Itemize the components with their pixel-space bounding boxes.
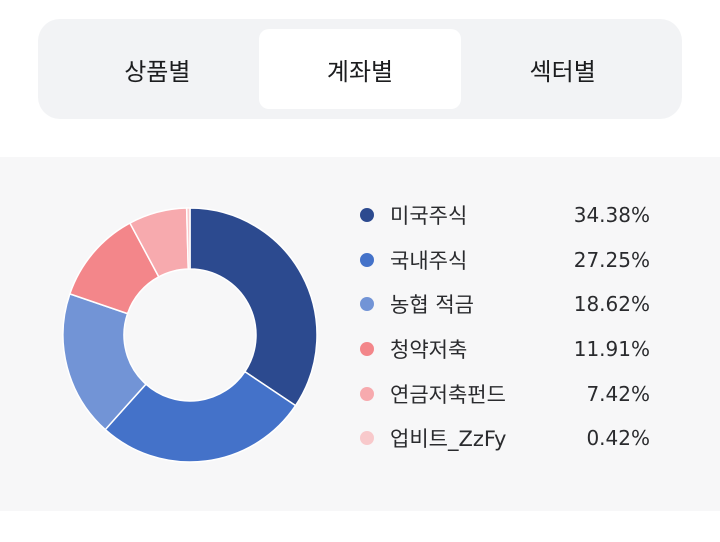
legend-dot <box>360 386 374 401</box>
legend-dot <box>360 297 374 312</box>
tab-by-account[interactable]: 계좌별 <box>258 29 462 109</box>
donut-slice-6[interactable] <box>185 207 191 270</box>
legend-value: 18.62% <box>573 292 650 317</box>
legend-label: 업비트_ZzFy <box>390 427 507 452</box>
tab-by-sector[interactable]: 섹터별 <box>529 57 596 86</box>
legend-item-kr-stocks[interactable]: 국내주식 27.25% <box>360 238 650 283</box>
legend-dot <box>360 431 374 446</box>
legend-item-nh-savings[interactable]: 농협 적금 18.62% <box>360 282 650 327</box>
legend-item-upbit[interactable]: 업비트_ZzFy 0.42% <box>360 416 650 461</box>
legend-value: 7.42% <box>586 381 650 406</box>
chart-legend: 미국주식 34.38% 국내주식 27.25% 농협 적금 18.62% 청약저… <box>360 193 650 461</box>
donut-slice-1[interactable] <box>189 207 318 407</box>
legend-value: 0.42% <box>586 426 650 451</box>
allocation-panel: 미국주식 34.38% 국내주식 27.25% 농협 적금 18.62% 청약저… <box>0 157 720 511</box>
legend-label: 청약저축 <box>390 338 468 363</box>
allocation-donut-chart <box>62 207 318 463</box>
legend-dot <box>360 208 374 223</box>
legend-value: 34.38% <box>573 203 650 228</box>
legend-item-us-stocks[interactable]: 미국주식 34.38% <box>360 193 650 238</box>
legend-item-pension-fund[interactable]: 연금저축펀드 7.42% <box>360 371 650 416</box>
legend-value: 27.25% <box>573 247 650 272</box>
legend-item-housing-subscription[interactable]: 청약저축 11.91% <box>360 327 650 372</box>
tab-by-product[interactable]: 상품별 <box>124 57 191 86</box>
legend-dot <box>360 342 374 357</box>
donut-slice-2[interactable] <box>104 370 297 463</box>
legend-label: 연금저축펀드 <box>390 382 506 407</box>
legend-label: 농협 적금 <box>390 293 474 318</box>
legend-value: 11.91% <box>573 337 650 362</box>
legend-label: 미국주식 <box>390 204 468 229</box>
legend-label: 국내주식 <box>390 248 468 273</box>
legend-dot <box>360 252 374 267</box>
view-mode-segmented-control: 상품별 계좌별 섹터별 <box>38 19 682 119</box>
